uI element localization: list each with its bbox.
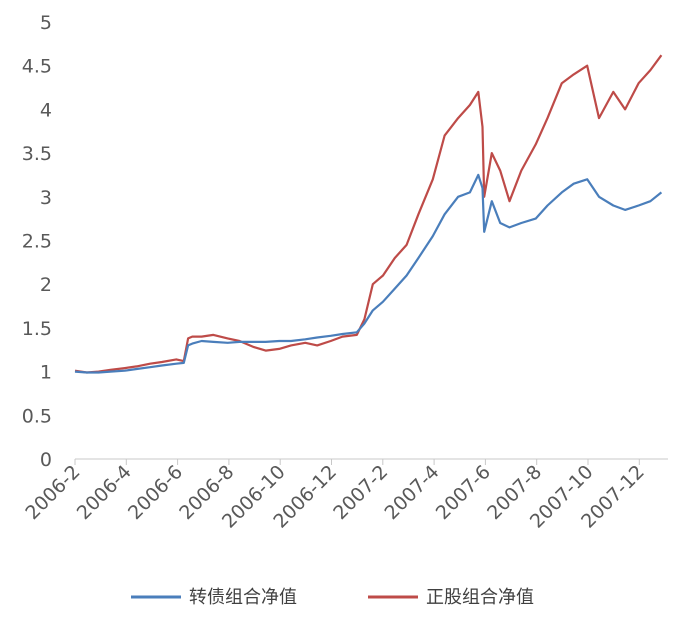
- series-line-1: [74, 173, 663, 374]
- y-tick-label: 1.5: [22, 318, 52, 340]
- y-tick-label: 2: [40, 274, 52, 296]
- x-tick-label: 2007-4: [380, 461, 443, 524]
- y-tick-label: 4: [40, 99, 52, 121]
- y-axis-labels: 0 0.5 1 1.5 2 2.5 3 3.5 4 4.5 5: [22, 12, 52, 471]
- series-line-2: [74, 54, 663, 374]
- x-tick-label: 2006-6: [124, 461, 187, 524]
- y-tick-label: 3.5: [22, 143, 52, 165]
- y-tick-label: 2.5: [22, 231, 52, 253]
- x-tick-label: 2007-6: [432, 461, 495, 524]
- x-tick-label: 2006-2: [21, 461, 84, 524]
- y-tick-label: 0.5: [22, 405, 52, 427]
- y-tick-label: 5: [40, 12, 52, 34]
- x-tick-label: 2007-2: [329, 461, 392, 524]
- legend-label-1: 转债组合净值: [189, 587, 297, 608]
- series-lines: [74, 54, 663, 374]
- y-tick-label: 0: [40, 449, 52, 471]
- x-tick-label: 2006-4: [73, 461, 136, 524]
- legend-label-2: 正股组合净值: [426, 587, 534, 608]
- x-axis-ticks: [74, 459, 640, 465]
- y-tick-label: 4.5: [22, 56, 52, 78]
- x-axis-labels: 2006-22006-42006-62006-82006-102006-1220…: [21, 461, 648, 533]
- y-tick-label: 1: [40, 362, 52, 384]
- y-tick-label: 3: [40, 187, 52, 209]
- legend: 转债组合净值 正股组合净值: [131, 587, 534, 608]
